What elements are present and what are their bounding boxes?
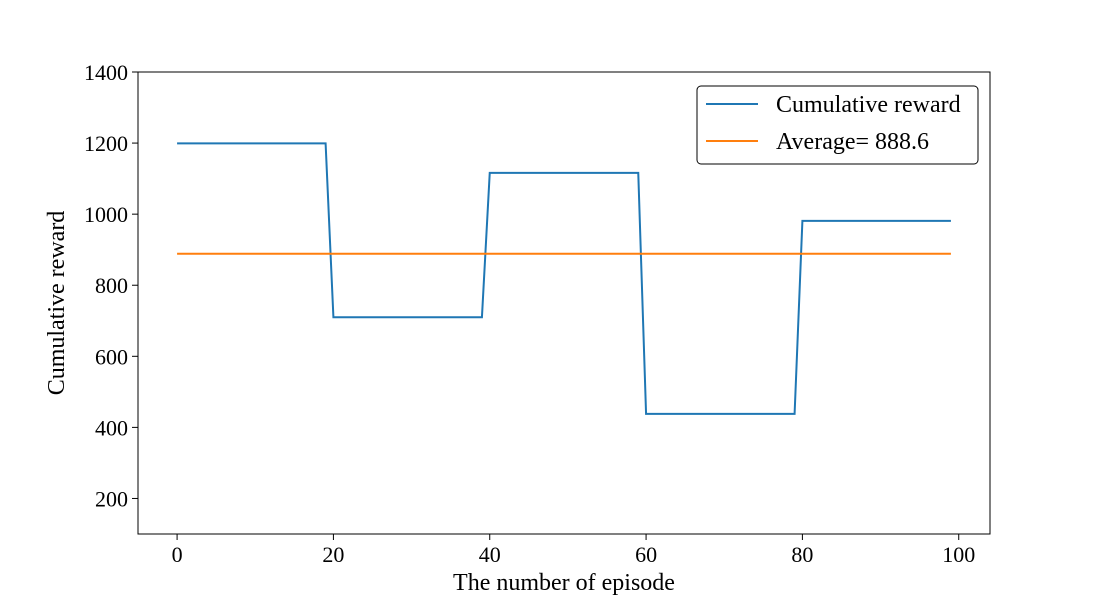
legend-box: [696, 85, 979, 165]
plot-frame: [137, 71, 991, 535]
ticks-layer: 0 20 40 60 80 100 200 400 600 800 1000 1200 1400: [84, 60, 975, 567]
series-layer: [177, 142, 951, 415]
y-tick-label: 1000: [84, 202, 128, 227]
legend: Cumulative reward Average= 888.6: [696, 85, 979, 165]
x-tick-label: 0: [172, 542, 183, 567]
x-tick-label: 40: [479, 542, 501, 567]
x-tick-label: 100: [942, 542, 975, 567]
y-tick-label: 200: [95, 486, 128, 511]
y-tick-label: 1400: [84, 60, 128, 85]
series-line-cumulative-reward: [177, 142, 951, 415]
y-tick-label: 1200: [84, 131, 128, 156]
legend-entry-cumulative-reward: Cumulative reward: [776, 92, 961, 118]
x-tick-label: 80: [791, 542, 813, 567]
legend-entry-average: Average= 888.6: [776, 129, 929, 155]
y-tick-label: 400: [95, 415, 128, 440]
x-tick-label: 20: [322, 542, 344, 567]
x-axis-label: The number of episode: [453, 570, 675, 596]
y-axis-label: Cumulative reward: [44, 211, 70, 396]
x-tick-label: 60: [635, 542, 657, 567]
y-tick-label: 600: [95, 344, 128, 369]
y-tick-label: 800: [95, 273, 128, 298]
